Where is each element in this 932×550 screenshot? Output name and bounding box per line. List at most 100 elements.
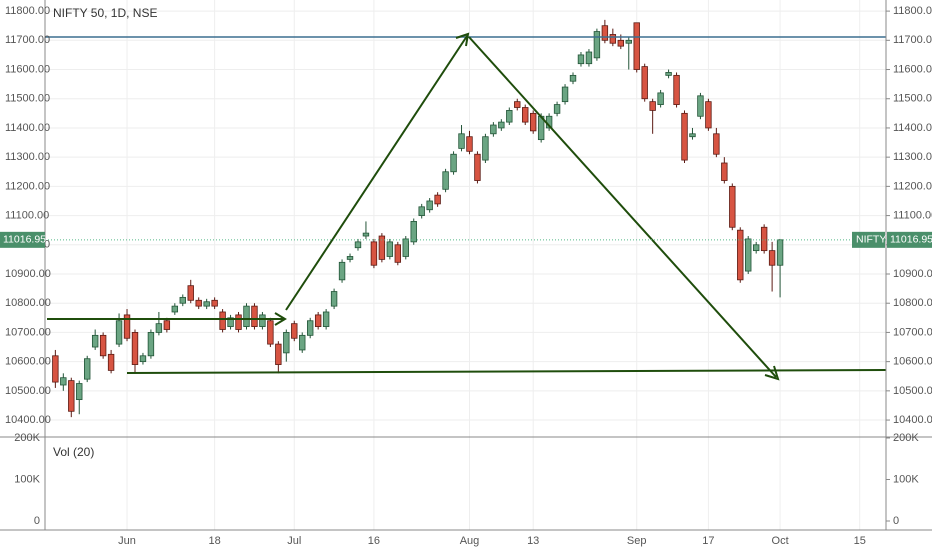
candle-body bbox=[410, 221, 417, 243]
x-tick-label: Sep bbox=[627, 535, 647, 547]
candle-body bbox=[426, 200, 433, 211]
x-tick-label: 15 bbox=[854, 535, 866, 547]
volume-title: Vol (20) bbox=[53, 445, 94, 459]
y-tick-label: 11200.00 bbox=[5, 180, 50, 192]
candle-body bbox=[370, 241, 378, 266]
candle-body bbox=[195, 299, 202, 307]
candle-body bbox=[657, 92, 664, 105]
x-tick-label: Aug bbox=[460, 535, 480, 547]
y-tick-label: 11100.00 bbox=[5, 209, 49, 221]
y-tick-label: 11800.00 bbox=[5, 5, 50, 17]
candle-body bbox=[458, 133, 465, 149]
candle-body bbox=[498, 121, 505, 129]
y-tick-label: 11200.00 bbox=[893, 180, 932, 192]
candle-body bbox=[577, 54, 585, 65]
candle-body bbox=[633, 22, 640, 70]
candle-body bbox=[84, 358, 91, 380]
candle-body bbox=[482, 136, 489, 161]
candle-body bbox=[561, 86, 569, 103]
y-tick-label: 10400.00 bbox=[5, 414, 51, 426]
candle-body bbox=[314, 314, 322, 327]
candle-body bbox=[617, 39, 624, 47]
arrow bbox=[47, 312, 287, 326]
candle-body bbox=[776, 239, 784, 266]
candle-body bbox=[171, 305, 179, 313]
candle-body bbox=[307, 320, 314, 336]
x-tick-label: Jun bbox=[118, 535, 136, 547]
y-tick-label: 11600.00 bbox=[5, 63, 50, 75]
y-tick-label: 11400.00 bbox=[5, 122, 50, 134]
candle-body bbox=[267, 320, 274, 345]
candle-body bbox=[179, 296, 186, 304]
candle-body bbox=[729, 185, 736, 228]
candle-body bbox=[76, 383, 83, 401]
volume-tick-label: 200K bbox=[14, 432, 40, 444]
candle-body bbox=[466, 136, 473, 152]
symbol-tag bbox=[852, 231, 885, 248]
candle-body bbox=[434, 194, 441, 205]
y-tick-label: 11100.00 bbox=[893, 209, 932, 221]
candle-body bbox=[346, 256, 354, 260]
candle-body bbox=[68, 380, 75, 412]
volume-tick-label: 200K bbox=[893, 432, 919, 444]
volume-tick-label: 0 bbox=[893, 515, 899, 527]
candle-body bbox=[227, 317, 234, 327]
candle-body bbox=[752, 244, 760, 252]
candle-body bbox=[386, 241, 394, 257]
candle-body bbox=[99, 334, 107, 357]
symbol-label: NIFTY bbox=[856, 234, 886, 246]
candle-body bbox=[155, 323, 163, 333]
candle-body bbox=[251, 305, 258, 327]
y-tick-label: 10700.00 bbox=[893, 326, 932, 338]
candle-body bbox=[553, 104, 561, 114]
candle-body bbox=[283, 332, 290, 354]
candle-body bbox=[203, 301, 210, 307]
candle-body bbox=[378, 235, 386, 260]
last-price-tag bbox=[0, 231, 45, 248]
candle-body bbox=[402, 238, 409, 257]
last-price-label: 11016.95 bbox=[3, 234, 46, 246]
x-tick-label: Oct bbox=[772, 535, 789, 547]
candle-body bbox=[609, 34, 617, 44]
candle-body bbox=[115, 320, 123, 345]
candle-body bbox=[760, 226, 768, 252]
candle-body bbox=[514, 101, 521, 108]
candle-body bbox=[721, 162, 728, 181]
candle-body bbox=[354, 241, 362, 249]
candle-body bbox=[442, 171, 449, 190]
y-tick-label: 11600.00 bbox=[893, 63, 932, 75]
candle-body bbox=[585, 51, 593, 65]
y-tick-label: 11300.00 bbox=[5, 151, 50, 163]
y-tick-label: 10600.00 bbox=[5, 356, 51, 368]
candle-body bbox=[91, 334, 99, 348]
candle-body bbox=[243, 305, 250, 327]
y-tick-label: 11300.00 bbox=[893, 151, 932, 163]
candle-body bbox=[697, 95, 704, 117]
y-tick-label: 11700.00 bbox=[893, 34, 932, 46]
candle-body bbox=[235, 314, 242, 330]
candle-body bbox=[713, 133, 720, 155]
candle-body bbox=[593, 31, 601, 59]
arrow bbox=[285, 32, 470, 311]
candle-body bbox=[330, 291, 338, 307]
candle-body bbox=[275, 343, 282, 365]
y-tick-label: 10800.00 bbox=[893, 297, 932, 309]
candles bbox=[52, 19, 784, 418]
candle-body bbox=[291, 323, 298, 339]
candle-body bbox=[569, 74, 577, 82]
x-tick-label: 17 bbox=[702, 535, 714, 547]
candle-body bbox=[362, 232, 370, 237]
y-tick-label: 11500.00 bbox=[5, 93, 50, 105]
candle-body bbox=[394, 244, 402, 263]
candle-body bbox=[450, 153, 457, 173]
candle-body bbox=[107, 353, 115, 371]
x-tick-label: 13 bbox=[527, 535, 539, 547]
candle-body bbox=[52, 355, 59, 383]
y-tick-label: 10900.00 bbox=[893, 268, 932, 280]
last-price-tag bbox=[887, 231, 932, 248]
candle-body bbox=[418, 206, 425, 216]
candle-body bbox=[737, 229, 744, 281]
x-tick-label: 16 bbox=[368, 535, 380, 547]
